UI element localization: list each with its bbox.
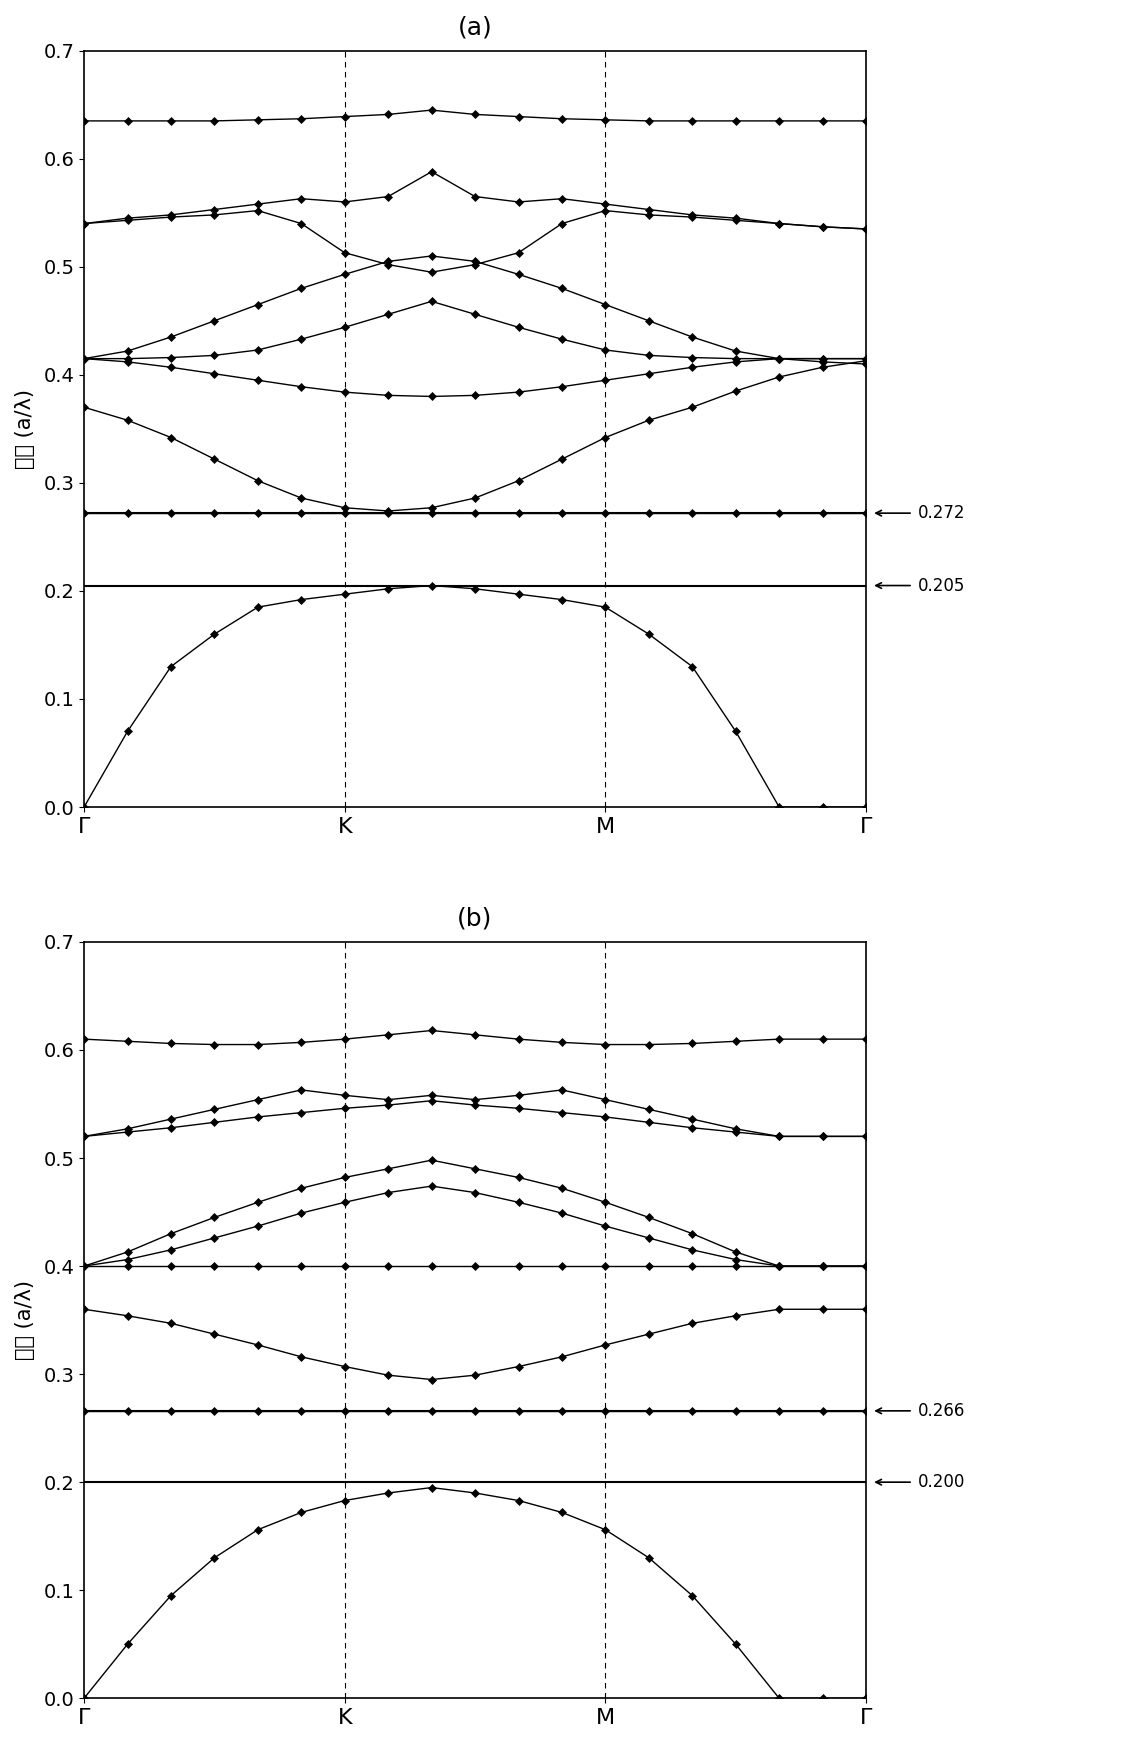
Y-axis label: 频率 (a/λ): 频率 (a/λ) <box>15 389 35 469</box>
Text: 0.266: 0.266 <box>918 1401 965 1421</box>
Text: 0.200: 0.200 <box>918 1473 965 1492</box>
Title: (a): (a) <box>457 16 492 38</box>
Title: (b): (b) <box>457 906 493 931</box>
Y-axis label: 频率 (a/λ): 频率 (a/λ) <box>15 1279 35 1360</box>
Text: 0.205: 0.205 <box>918 577 965 594</box>
Text: 0.272: 0.272 <box>918 504 965 523</box>
